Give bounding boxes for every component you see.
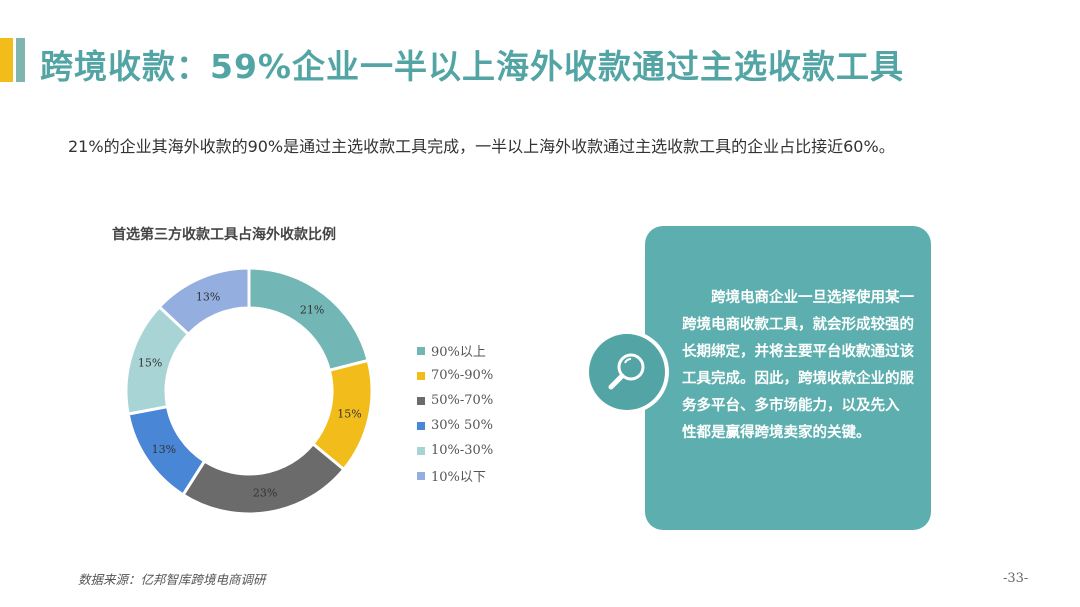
legend-swatch: [417, 371, 425, 380]
slice-data-label: 21%: [300, 304, 324, 317]
legend-item: 10%-30%: [417, 438, 493, 463]
title-accent-bar-secondary: [16, 38, 25, 82]
data-source: 数据来源：亿邦智库跨境电商调研: [78, 572, 266, 587]
slice-data-label: 15%: [138, 356, 162, 369]
donut-chart: 21% 15% 23% 13% 15% 13%: [124, 266, 374, 516]
donut-slice: [181, 441, 346, 516]
legend-label: 30% 50%: [431, 418, 493, 433]
legend-swatch: [417, 471, 425, 480]
legend-label: 10%以下: [431, 470, 486, 485]
page-subtitle: 21%的企业其海外收款的90%是通过主选收款工具完成，一半以上海外收款通过主选收…: [68, 137, 895, 156]
legend-swatch: [417, 446, 425, 455]
donut-slice: [157, 266, 251, 337]
legend-item: 30% 50%: [417, 413, 493, 438]
legend-swatch: [417, 346, 425, 355]
magnifier-icon: [589, 334, 665, 410]
page-number: -33-: [1003, 571, 1029, 586]
legend-swatch: [417, 421, 425, 430]
donut-slice: [247, 266, 370, 373]
legend-label: 50%-70%: [431, 393, 494, 408]
slice-data-label: 13%: [152, 443, 176, 456]
callout-box: [645, 226, 931, 530]
page-title: 跨境收款：59%企业一半以上海外收款通过主选收款工具: [40, 47, 904, 86]
slice-data-label: 15%: [337, 407, 361, 420]
legend-item: 90%以上: [417, 338, 493, 363]
legend-label: 70%-90%: [431, 368, 494, 383]
slice-data-label: 13%: [196, 290, 220, 303]
title-accent-bar: [0, 38, 13, 82]
chart-title: 首选第三方收款工具占海外收款比例: [112, 227, 336, 243]
slice-data-label: 23%: [253, 487, 277, 500]
callout-text: 跨境电商企业一旦选择使用某一跨境电商收款工具，就会形成较强的长期绑定，并将主要平…: [682, 290, 914, 441]
chart-legend: 90%以上 70%-90% 50%-70% 30% 50% 10%-30% 10%以下: [417, 338, 493, 488]
legend-item: 70%-90%: [417, 363, 493, 388]
legend-label: 10%-30%: [431, 443, 494, 458]
legend-label: 90%以上: [431, 345, 486, 360]
legend-swatch: [417, 396, 425, 405]
legend-item: 50%-70%: [417, 388, 493, 413]
legend-item: 10%以下: [417, 463, 493, 488]
